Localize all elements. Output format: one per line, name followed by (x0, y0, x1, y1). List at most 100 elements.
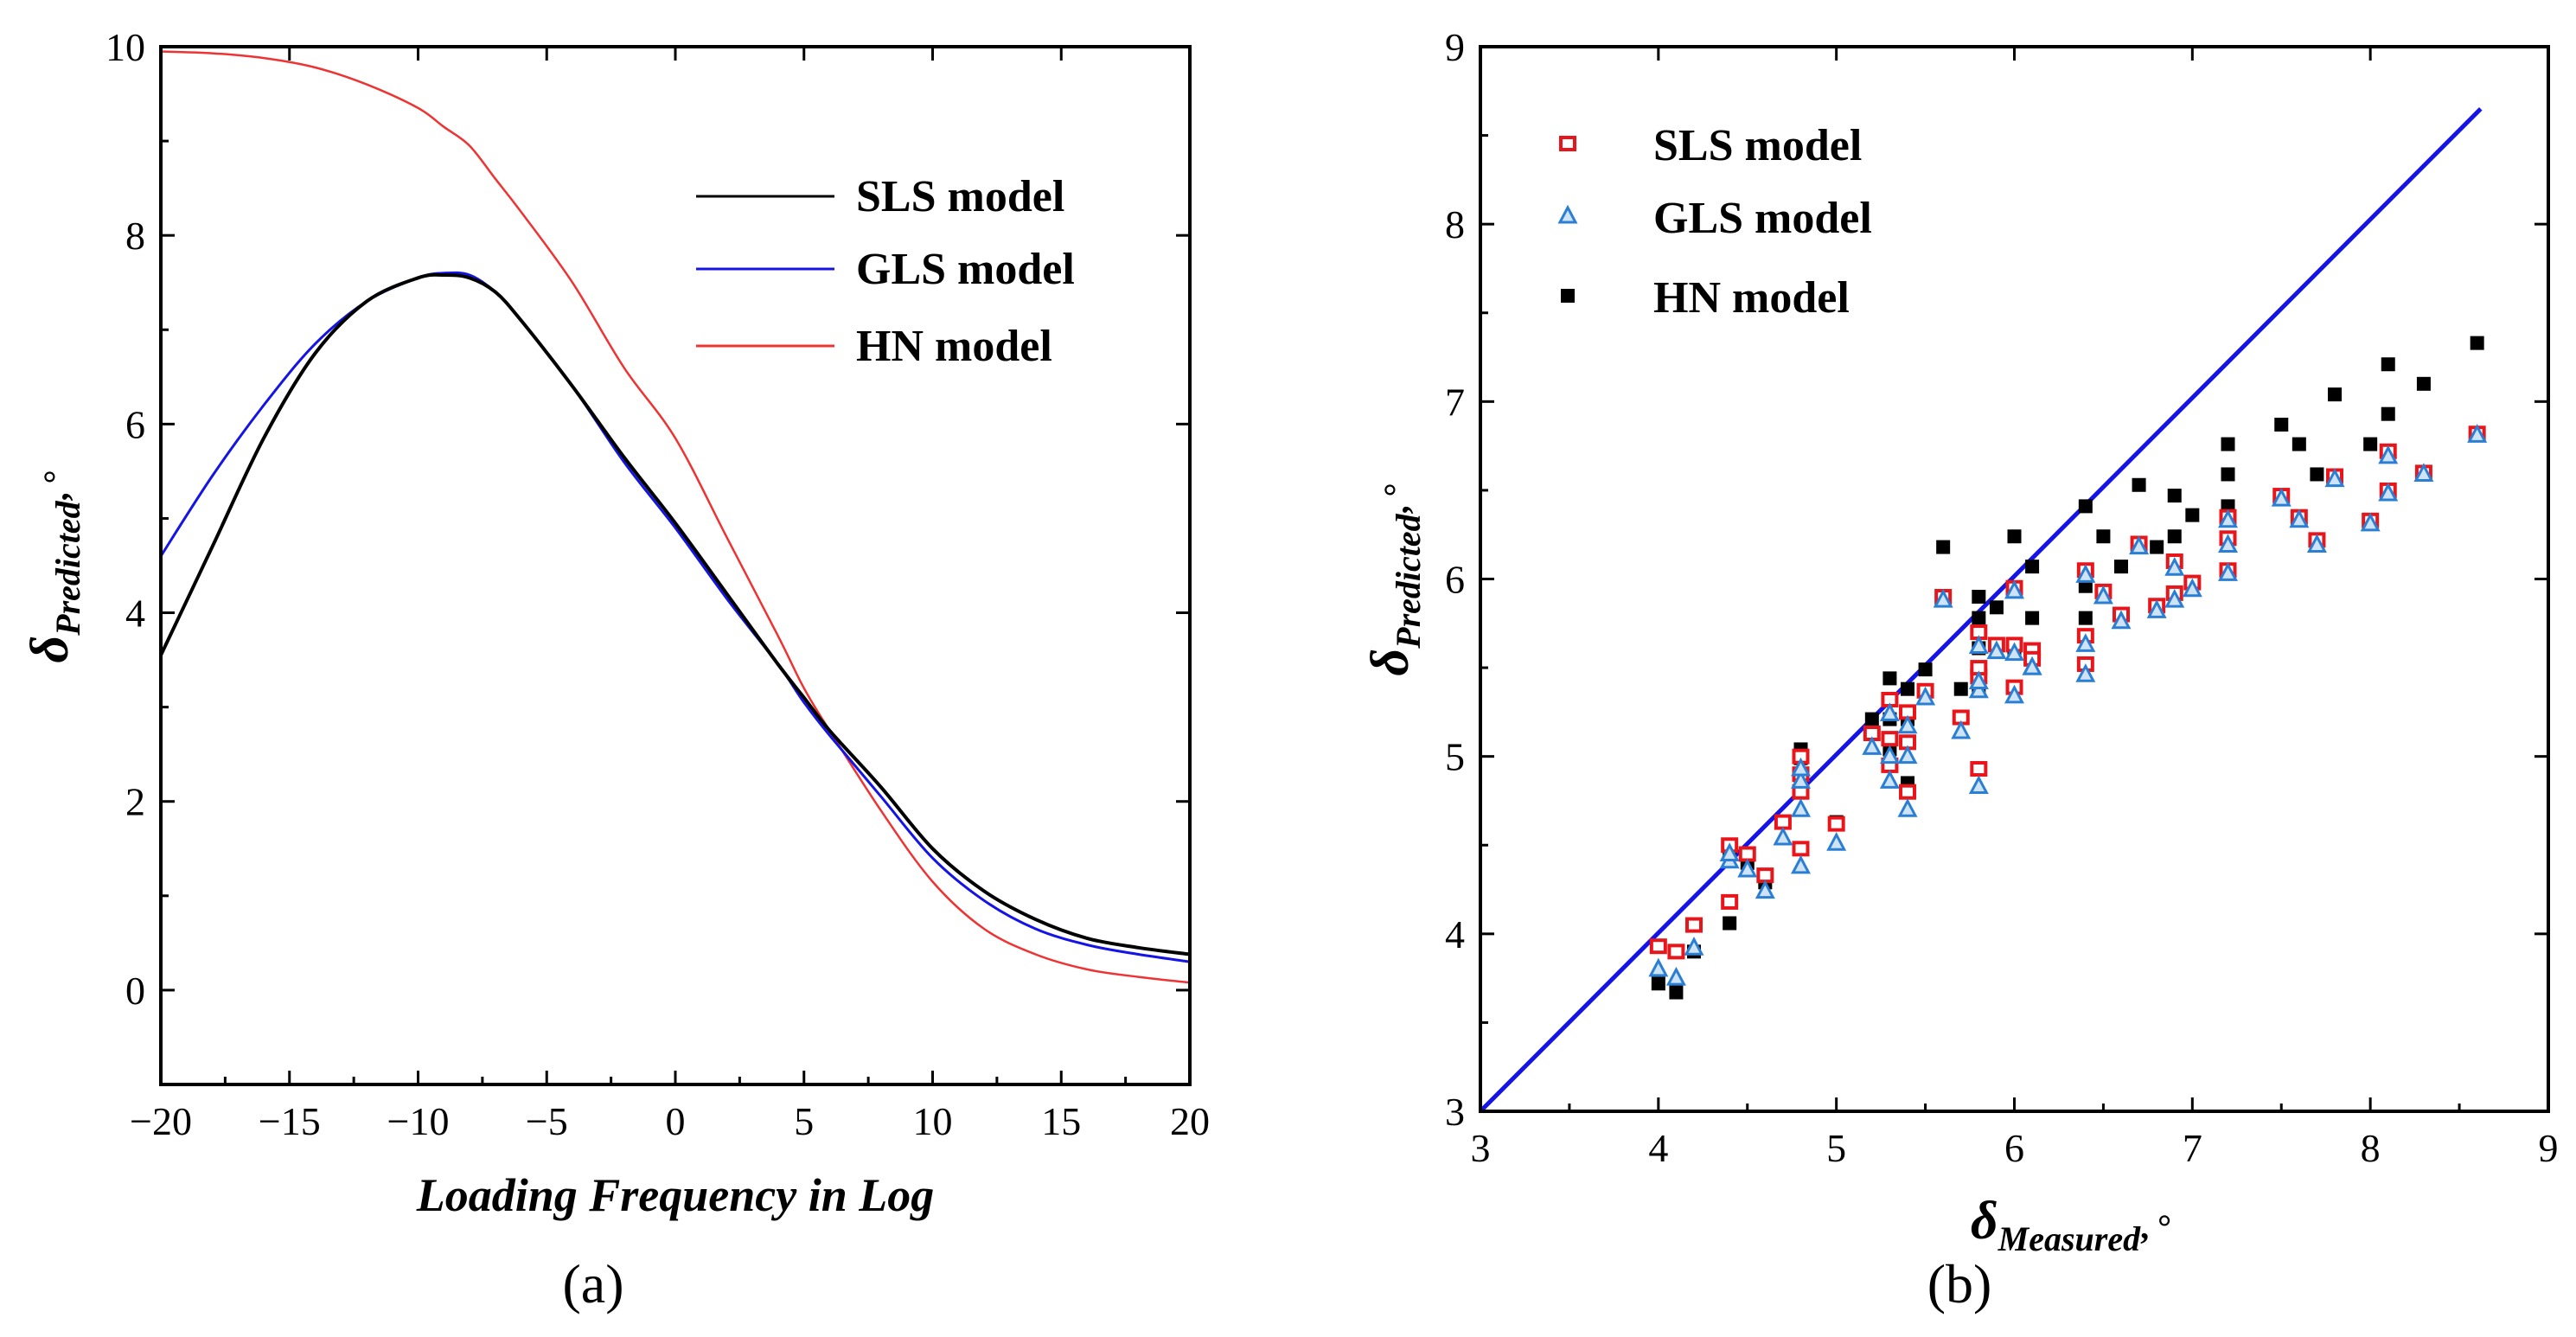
svg-text:δPredicted, °: δPredicted, ° (21, 470, 87, 662)
point-hn-21 (1936, 540, 1951, 554)
point-gls-22 (1951, 720, 1972, 739)
legend-b-marker-shape-sls (1559, 136, 1576, 151)
point-hn-38 (2132, 477, 2146, 492)
legend-a-sls-label: SLS model (856, 172, 1064, 221)
point-gls-43 (2218, 562, 2238, 581)
x-tick-label-b-4: 7 (2183, 1126, 2202, 1170)
point-gls-10 (1791, 770, 1811, 789)
panel-b: 3 4 5 6 7 8 9 3 4 5 6 7 8 9 SLS model GLS model HN mo… (1361, 25, 2559, 1315)
x-tick-label-b-1: 4 (1648, 1126, 1668, 1170)
x-tick-label-a-1: −15 (259, 1099, 321, 1143)
point-gls-47 (2289, 509, 2310, 528)
y-tick-label-a-3: 6 (125, 402, 145, 446)
panel-a-plot-frame (159, 45, 1192, 1086)
x-tick-label-a-4: 0 (666, 1099, 686, 1143)
x-tick-label-a-2: −10 (387, 1099, 450, 1143)
point-gls-15 (1879, 745, 1900, 764)
point-gls-37 (2111, 610, 2132, 630)
y-tick-label-b-4: 7 (1445, 380, 1465, 424)
point-hn-54 (2470, 336, 2484, 350)
point-hn-47 (2292, 437, 2306, 451)
x-tick-label-a-8: 20 (1170, 1099, 1210, 1143)
point-gls-12 (1826, 831, 1847, 851)
y-tick-label-a-1: 2 (125, 780, 145, 824)
point-gls-20 (1915, 686, 1936, 706)
point-gls-51 (2378, 482, 2399, 502)
point-hn-16 (1882, 671, 1897, 686)
point-sls-7 (1774, 814, 1792, 830)
series-hn-points (1651, 336, 2484, 1000)
x-tick-label-a-5: 5 (794, 1099, 814, 1143)
point-gls-1 (1665, 966, 1686, 986)
point-hn-39 (2150, 540, 2164, 554)
point-gls-49 (2324, 468, 2345, 488)
point-gls-19 (1897, 714, 1918, 734)
point-hn-25 (1972, 611, 1986, 625)
y-tick-label-a-2: 4 (125, 592, 145, 636)
panel-b-y-symbol: δ (1361, 649, 1420, 676)
point-gls-25 (1968, 670, 1989, 689)
panel-b-x-axis-title: δMeasured, ° (1971, 1192, 2171, 1258)
x-tick-label-b-2: 5 (1826, 1126, 1846, 1170)
point-gls-30 (2004, 579, 2024, 599)
point-hn-44 (2221, 467, 2235, 482)
x-tick-label-a-0: −20 (130, 1099, 192, 1143)
legend-b-hn-marker (1561, 289, 1575, 303)
point-hn-0 (1651, 976, 1665, 991)
panel-b-x-subscript: Measured (1998, 1219, 2141, 1258)
point-hn-31 (2025, 611, 2040, 625)
point-gls-50 (2360, 512, 2381, 532)
point-sls-17 (1899, 784, 1916, 800)
panel-b-reference-line (1479, 107, 2483, 1113)
panel-b-y-subscript: Predicted (1389, 513, 1428, 649)
point-sls-5 (1738, 846, 1756, 862)
x-tick-label-b-5: 8 (2361, 1126, 2381, 1170)
point-sls-15 (1881, 731, 1899, 747)
series-sls-points (1649, 425, 2486, 960)
panel-a-x-axis-title: Loading Frequency in Log (416, 1169, 935, 1221)
panel-a-series-layer (159, 50, 1191, 984)
panel-b-series-layer (1648, 336, 2488, 1000)
point-gls-5 (1737, 858, 1758, 878)
point-gls-16 (1879, 702, 1900, 721)
point-hn-50 (2363, 437, 2378, 451)
point-gls-27 (1986, 640, 2007, 660)
point-hn-49 (2328, 387, 2342, 402)
x-tick-label-b-6: 9 (2539, 1126, 2559, 1170)
point-gls-39 (2146, 599, 2167, 618)
point-hn-40 (2167, 529, 2182, 544)
point-gls-26 (1968, 635, 1989, 654)
series-line-hn (160, 50, 1191, 984)
point-gls-23 (1968, 775, 1989, 795)
point-hn-51 (2381, 406, 2395, 421)
point-gls-36 (2093, 585, 2113, 605)
x-tick-label-a-6: 10 (913, 1099, 953, 1143)
y-tick-label-a-4: 8 (125, 214, 145, 258)
point-sls-1 (1667, 944, 1685, 960)
panel-a-label: (a) (562, 1253, 623, 1315)
point-hn-46 (2274, 418, 2289, 432)
point-gls-21 (1933, 588, 1953, 608)
panel-a-y-subscript: Predicted (48, 500, 87, 636)
point-sls-2 (1685, 917, 1703, 933)
point-sls-12 (1827, 816, 1845, 832)
point-hn-36 (2096, 529, 2111, 544)
point-gls-46 (2271, 487, 2292, 507)
point-hn-32 (2025, 560, 2040, 574)
panel-b-y-axis-title: δPredicted, ° (1361, 483, 1428, 675)
point-gls-8 (1791, 854, 1811, 874)
point-hn-27 (1989, 600, 2004, 615)
point-hn-37 (2114, 560, 2128, 574)
legend-b-marker-shape-hn (1561, 289, 1575, 303)
point-hn-41 (2167, 489, 2182, 503)
point-hn-30 (2007, 529, 2022, 544)
panel-a-y-symbol: δ (21, 636, 80, 663)
panel-b-y-suffix: , ° (1377, 483, 1416, 514)
point-gls-32 (2022, 656, 2042, 675)
y-tick-label-b-5: 8 (1445, 202, 1465, 246)
point-gls-7 (1773, 826, 1793, 846)
point-gls-0 (1648, 957, 1669, 977)
point-hn-52 (2381, 357, 2395, 372)
x-tick-label-a-3: −5 (526, 1099, 568, 1143)
point-gls-52 (2378, 445, 2399, 464)
